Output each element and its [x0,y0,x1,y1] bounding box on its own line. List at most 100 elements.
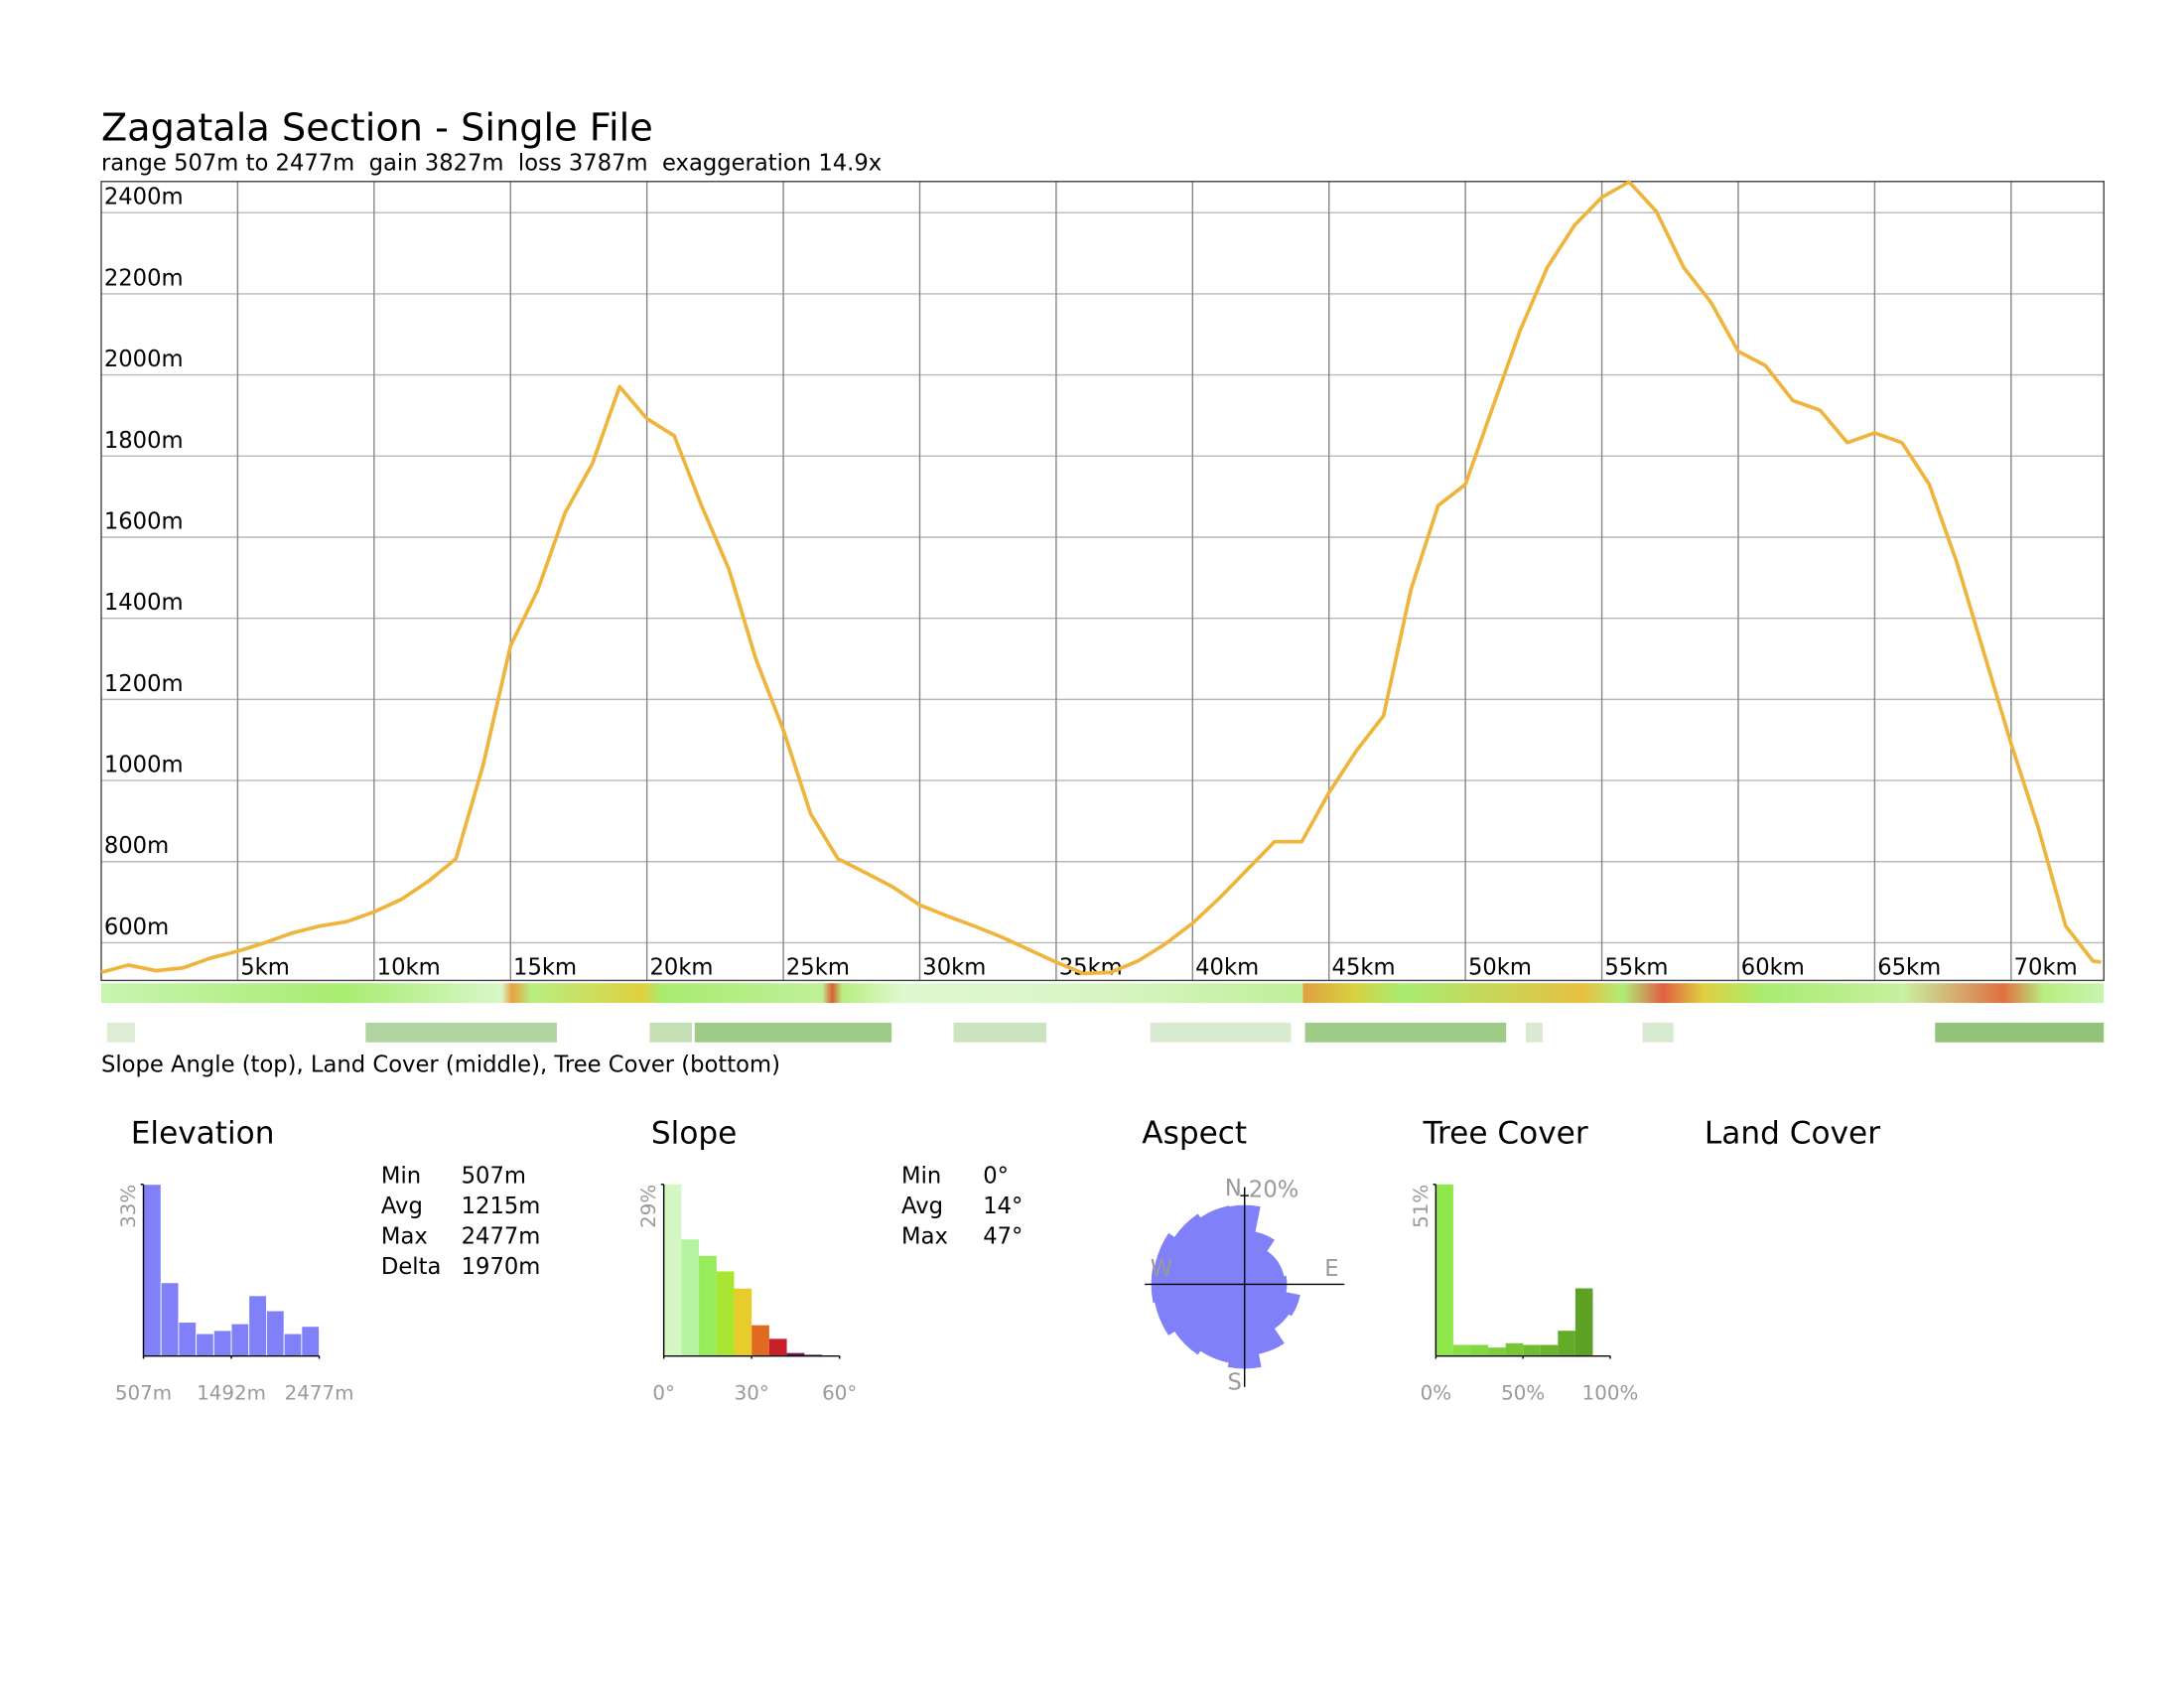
y-tick-label: 1000m [104,753,184,778]
histogram-bar [160,1282,180,1357]
y-axis-label: 29% [637,1185,660,1228]
chart-subtitle: range 507m to 2477m gain 3827m loss 3787… [101,150,882,176]
x-tick-label: 10km [377,955,441,981]
y-tick-label: 800m [104,833,169,859]
histogram-bar [1435,1184,1453,1356]
panel-title: Elevation [131,1116,275,1152]
stat-value: 0° [983,1163,1009,1189]
histogram-bar [1523,1344,1541,1356]
x-tick-label: 70km [2014,955,2078,981]
histogram-bar [1574,1288,1593,1356]
r-tick-label: 20% [1249,1178,1298,1203]
histogram-bar [1540,1344,1559,1356]
x-tick-label: 30° [735,1382,769,1405]
stat-label: Min [901,1163,941,1189]
y-tick-label: 1400m [104,590,184,616]
stat-value: 14° [983,1194,1023,1219]
histogram-bar [1470,1344,1489,1356]
x-tick-label: 5km [240,955,290,981]
elevation-line [100,180,2102,976]
stat-label: Max [381,1223,428,1249]
compass-label: N [1225,1176,1242,1201]
x-tick-label: 50km [1468,955,1532,981]
histogram-bar [751,1325,769,1356]
aspect-sector [1244,1284,1300,1317]
histogram-bar [266,1310,285,1357]
histogram-bar [681,1239,700,1356]
x-tick-label: 507m [115,1382,172,1405]
x-tick-label: 60km [1741,955,1805,981]
x-tick-label: 65km [1877,955,1941,981]
panel-title: Tree Cover [1423,1116,1588,1152]
x-tick-label: 50% [1501,1382,1545,1405]
stat-label: Avg [901,1194,943,1219]
y-tick-label: 1800m [104,428,184,454]
histogram-bar [301,1326,320,1357]
histogram-bar [230,1323,250,1357]
panel-title: Land Cover [1705,1116,1880,1152]
y-tick-label: 2400m [104,185,184,211]
histogram-bar [1505,1342,1524,1356]
chart-title: Zagatala Section - Single File [101,107,653,151]
plot-frame [100,181,2105,982]
histogram-bar [716,1271,735,1356]
y-tick-label: 1600m [104,508,184,534]
panel-title: Slope [651,1116,737,1152]
x-tick-label: 2477m [285,1382,354,1405]
histogram-bar [786,1352,805,1356]
stat-value: 2477m [462,1223,541,1249]
compass-label: S [1227,1370,1241,1396]
x-tick-label: 25km [786,955,850,981]
stat-label: Avg [381,1194,423,1219]
x-tick-label: 30km [922,955,986,981]
histogram-bar [283,1333,303,1357]
aspect-sector [1244,1231,1275,1285]
compass-label: W [1151,1256,1172,1282]
y-tick-label: 2000m [104,347,184,372]
histogram-bar [178,1322,198,1357]
stat-value: 507m [462,1163,526,1189]
y-tick-label: 600m [104,914,169,940]
histogram-bar [212,1330,232,1357]
x-tick-label: 55km [1604,955,1668,981]
aspect-sector [1173,1213,1245,1285]
x-tick-label: 20km [649,955,713,981]
histogram-bar [1558,1331,1575,1356]
y-axis-label: 51% [1410,1185,1433,1228]
stat-value: 1215m [462,1194,541,1219]
x-tick-label: 15km [513,955,577,981]
x-tick-label: 0% [1421,1382,1451,1405]
compass-label: E [1324,1256,1338,1282]
histogram-bar [699,1255,717,1356]
histogram-bar [1488,1347,1506,1356]
slope-strip [100,983,2105,1004]
x-tick-label: 1492m [197,1382,266,1405]
x-tick-label: 0° [652,1382,675,1405]
aspect-sector [1199,1205,1246,1285]
strip-caption: Slope Angle (top), Land Cover (middle), … [101,1052,780,1077]
aspect-sector [1155,1232,1245,1285]
histogram-bar [143,1184,162,1357]
cover-strip [106,1022,2105,1043]
stat-label: Min [381,1163,421,1189]
x-tick-label: 100% [1582,1382,1639,1405]
stat-value: 47° [983,1223,1023,1249]
histogram-bar [663,1184,682,1356]
histogram-bar [734,1288,752,1356]
histogram-bar [248,1295,267,1357]
stat-label: Delta [381,1254,441,1280]
x-tick-label: 60° [822,1382,857,1405]
panel-title: Aspect [1142,1116,1247,1152]
histogram-bar [768,1338,787,1356]
stat-label: Max [901,1223,948,1249]
y-tick-label: 1200m [104,671,184,697]
x-tick-label: 45km [1332,955,1396,981]
x-tick-label: 40km [1195,955,1259,981]
histogram-bar [1452,1344,1471,1356]
stat-value: 1970m [462,1254,541,1280]
y-tick-label: 2200m [104,265,184,291]
histogram-bar [196,1333,214,1357]
y-axis-label: 33% [117,1185,140,1228]
